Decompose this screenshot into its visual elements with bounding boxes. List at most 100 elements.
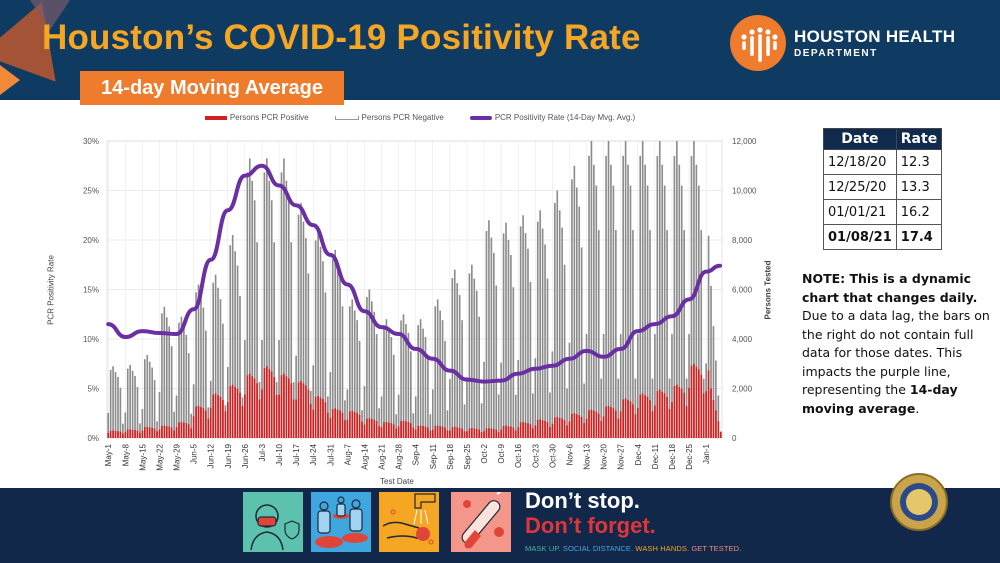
- negative-bar: [268, 180, 271, 438]
- negative-bar: [490, 237, 493, 438]
- positive-bar: [510, 426, 512, 438]
- positive-bar: [224, 411, 227, 438]
- positive-bar: [697, 369, 700, 438]
- x-tick-label: Dec-25: [685, 443, 694, 469]
- positive-bar: [715, 410, 717, 438]
- negative-bar: [205, 330, 207, 438]
- y-tick-label-right: 8,000: [732, 236, 753, 245]
- negative-bar: [546, 278, 549, 438]
- positive-bar: [361, 421, 363, 438]
- positive-bar: [507, 426, 510, 438]
- positive-bar: [546, 422, 549, 438]
- positive-bar: [407, 421, 410, 438]
- negative-bar: [158, 392, 161, 438]
- negative-bar: [344, 400, 346, 438]
- negative-bar: [524, 233, 527, 438]
- positive-bar: [590, 409, 593, 438]
- positive-bar: [488, 428, 490, 438]
- negative-bar: [529, 282, 532, 438]
- negative-bar: [593, 164, 595, 438]
- positive-bar: [458, 427, 461, 438]
- negative-bar: [234, 251, 236, 438]
- y-tick-label-left: 15%: [83, 286, 99, 295]
- negative-bar: [383, 325, 385, 438]
- positive-bar: [124, 432, 127, 438]
- positive-bar: [617, 418, 620, 438]
- x-tick-label: Jan-1: [702, 443, 711, 464]
- positive-bar: [490, 428, 493, 438]
- negative-bar: [339, 278, 341, 438]
- slogan-mask-up: MASK UP.: [525, 544, 563, 553]
- negative-bar: [263, 172, 266, 438]
- negative-bar: [478, 316, 480, 438]
- x-tick-label: Aug-21: [378, 443, 387, 469]
- negative-bar: [534, 358, 537, 438]
- positive-bar: [178, 422, 180, 438]
- positive-bar: [551, 423, 554, 438]
- negative-bar: [192, 384, 195, 438]
- rate-table-date: 12/18/20: [823, 149, 897, 175]
- positive-bar: [275, 394, 278, 438]
- positive-bar: [226, 402, 229, 438]
- negative-bar: [517, 360, 520, 438]
- positive-bar: [278, 394, 280, 438]
- negative-bar: [317, 230, 319, 438]
- negative-bar: [556, 190, 559, 438]
- negative-bar: [141, 408, 144, 438]
- positive-bar: [602, 416, 605, 438]
- negative-bar: [414, 396, 417, 438]
- negative-bar: [554, 202, 556, 438]
- negative-bar: [163, 306, 166, 438]
- x-tick-label: Nov-27: [617, 443, 626, 469]
- x-tick-label: May-1: [104, 443, 113, 466]
- negative-bar: [214, 274, 217, 438]
- positive-bar: [629, 401, 632, 438]
- positive-bar: [431, 429, 434, 438]
- positive-bar: [668, 409, 671, 438]
- negative-bar: [278, 340, 280, 438]
- negative-bar: [549, 392, 551, 438]
- legend-swatch-rate: [469, 115, 492, 120]
- positive-bar: [666, 396, 668, 438]
- negative-bar: [602, 334, 605, 438]
- positive-bar: [134, 429, 136, 438]
- negative-bar: [715, 360, 717, 438]
- legend-swatch-positive: [204, 115, 227, 120]
- positive-bar: [578, 415, 581, 438]
- negative-bar: [170, 346, 173, 438]
- negative-bar: [532, 393, 534, 438]
- negative-bar: [539, 210, 542, 438]
- negative-bar: [419, 319, 422, 438]
- positive-bar: [495, 429, 498, 438]
- positive-bar: [295, 399, 297, 438]
- negative-bar: [551, 351, 554, 438]
- negative-bar: [165, 317, 168, 438]
- y-tick-label-right: 2,000: [732, 385, 753, 394]
- positive-bar: [183, 422, 185, 438]
- positive-bar: [231, 384, 234, 438]
- slogan-actions: MASK UP. SOCIAL DISTANCE. WASH HANDS. GE…: [525, 544, 741, 553]
- positive-bar: [444, 427, 446, 438]
- negative-bar: [197, 284, 200, 438]
- negative-bar: [251, 180, 254, 438]
- negative-bar: [500, 362, 502, 438]
- negative-bar: [654, 334, 656, 438]
- negative-bar: [456, 283, 459, 438]
- negative-bar: [693, 141, 695, 438]
- y-tick-label-right: 10,000: [732, 187, 757, 196]
- positive-bar: [483, 431, 485, 438]
- negative-bar: [668, 378, 671, 438]
- negative-bar: [280, 172, 283, 438]
- positive-bar: [129, 429, 132, 438]
- positive-bar: [331, 409, 334, 438]
- positive-bar: [685, 406, 688, 438]
- rate-table-date: 01/08/21: [823, 224, 897, 250]
- negative-bar: [307, 273, 310, 438]
- positive-bar: [402, 420, 405, 438]
- negative-bar: [605, 155, 607, 438]
- positive-bar: [514, 430, 517, 438]
- positive-bar: [595, 411, 598, 438]
- positive-bar: [456, 427, 459, 438]
- slogan-social-distance: SOCIAL DISTANCE.: [562, 544, 636, 553]
- positive-bar: [339, 410, 341, 438]
